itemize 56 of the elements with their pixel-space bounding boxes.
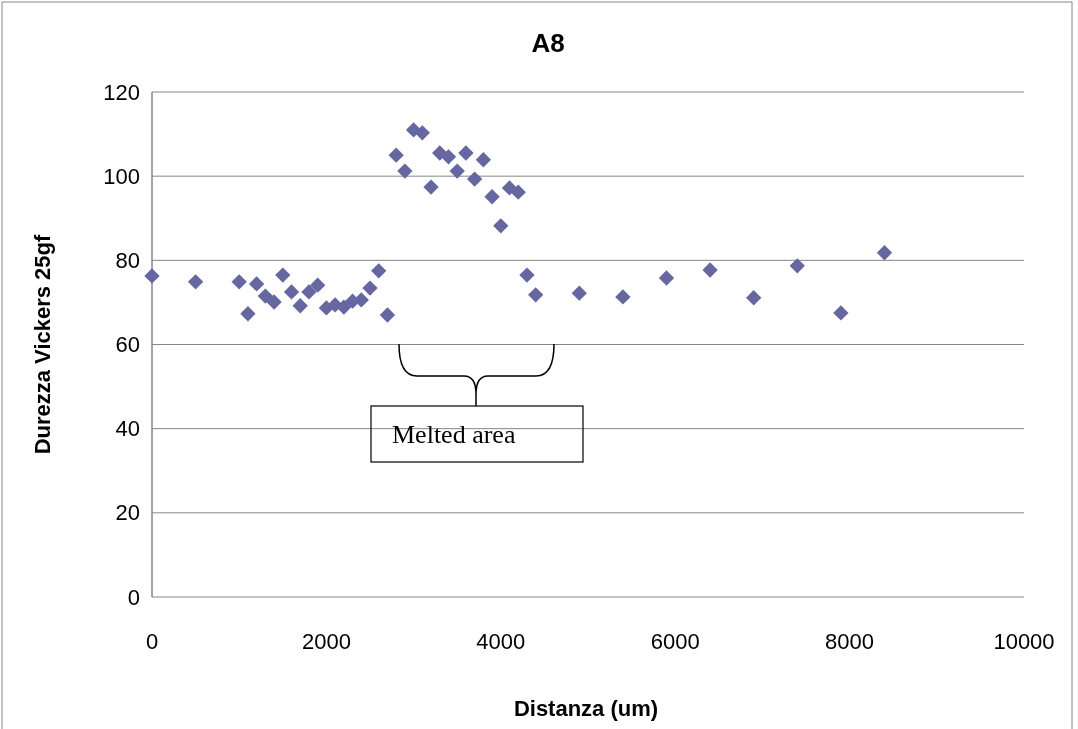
x-tick-label: 4000 xyxy=(476,629,526,654)
point xyxy=(414,125,430,141)
point xyxy=(292,298,308,314)
y-tick-label: 100 xyxy=(103,163,140,189)
point xyxy=(397,163,413,179)
point xyxy=(510,184,526,200)
point xyxy=(658,270,675,286)
point xyxy=(231,274,247,290)
point xyxy=(275,267,291,283)
y-tick-label: 0 xyxy=(127,584,140,610)
point xyxy=(702,262,718,278)
point xyxy=(833,305,849,321)
x-tick-label: 10000 xyxy=(993,629,1055,654)
annotation: Melted area xyxy=(392,419,516,449)
point xyxy=(493,218,509,234)
y-tick-label: 80 xyxy=(115,247,140,273)
point xyxy=(266,294,282,310)
point xyxy=(310,277,326,293)
point xyxy=(789,258,805,274)
point xyxy=(440,149,457,165)
point xyxy=(423,179,439,195)
y-axis-title: Durezza Vickers 25gf xyxy=(30,233,55,455)
chart-title: A8 xyxy=(531,28,565,58)
x-tick-label: 0 xyxy=(145,629,159,654)
point xyxy=(248,276,265,292)
x-tick-label: 2000 xyxy=(301,629,351,654)
y-tick-label: 120 xyxy=(103,79,140,105)
x-tick-label: 8000 xyxy=(825,629,875,654)
point xyxy=(336,299,352,315)
point xyxy=(484,189,500,205)
y-tick-label: 40 xyxy=(115,416,140,442)
point xyxy=(475,152,492,168)
point xyxy=(283,284,300,300)
point xyxy=(144,268,160,284)
point xyxy=(458,145,474,161)
point xyxy=(466,171,483,187)
point xyxy=(187,274,204,290)
point xyxy=(571,285,587,301)
point xyxy=(746,290,762,306)
point xyxy=(388,147,404,163)
y-tick-label: 60 xyxy=(115,332,140,357)
y-tick-label: 20 xyxy=(115,500,140,526)
point xyxy=(379,307,396,323)
point xyxy=(362,280,378,296)
point xyxy=(501,180,518,196)
point xyxy=(371,263,387,279)
point xyxy=(449,163,465,179)
point xyxy=(615,289,631,305)
x-tick-label: 6000 xyxy=(650,629,700,654)
point xyxy=(301,284,317,300)
point xyxy=(876,245,893,261)
point xyxy=(528,287,544,303)
point xyxy=(240,306,256,322)
x-axis-title: Distanza (um) xyxy=(513,696,659,721)
point xyxy=(257,288,274,304)
point xyxy=(519,267,535,283)
